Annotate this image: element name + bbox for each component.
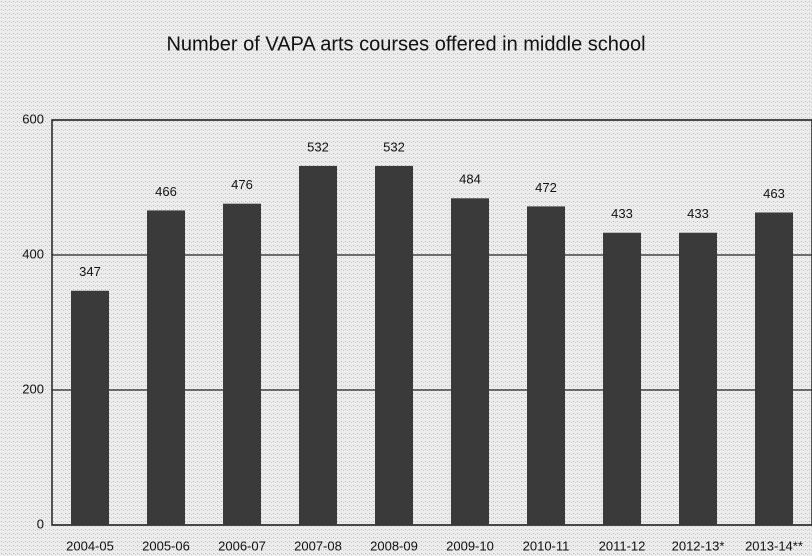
x-tick-label: 2007-08 xyxy=(294,538,342,553)
data-label: 433 xyxy=(611,206,633,221)
data-label: 484 xyxy=(459,172,481,187)
bar xyxy=(603,232,641,525)
bar xyxy=(755,212,793,525)
y-tick-label: 200 xyxy=(22,381,44,396)
data-label: 532 xyxy=(383,139,405,154)
bar xyxy=(147,210,185,525)
data-label: 476 xyxy=(231,177,253,192)
bar xyxy=(71,290,109,525)
data-label: 433 xyxy=(687,206,709,221)
bar xyxy=(527,206,565,525)
data-label: 466 xyxy=(155,184,177,199)
x-tick-label: 2010-11 xyxy=(523,538,570,553)
y-tick-label: 400 xyxy=(22,246,44,261)
x-tick-label: 2005-06 xyxy=(142,538,190,553)
x-tick-label: 2012-13* xyxy=(672,538,725,553)
x-tick-label: 2006-07 xyxy=(218,538,266,553)
data-label: 463 xyxy=(763,186,785,201)
chart-title: Number of VAPA arts courses offered in m… xyxy=(166,33,645,55)
data-label: 532 xyxy=(307,139,329,154)
bar xyxy=(375,165,413,525)
bar xyxy=(223,203,261,525)
data-label: 347 xyxy=(79,264,101,279)
x-tick-label: 2004-05 xyxy=(66,538,114,553)
x-tick-label: 2011-12 xyxy=(599,538,646,553)
x-tick-label: 2008-09 xyxy=(370,538,418,553)
bar xyxy=(679,232,717,525)
x-tick-label: 2009-10 xyxy=(446,538,494,553)
x-tick-label: 2013-14** xyxy=(745,538,803,553)
data-label: 472 xyxy=(535,180,557,195)
y-tick-label: 0 xyxy=(37,516,44,531)
bar xyxy=(451,198,489,526)
bar xyxy=(299,165,337,525)
y-tick-label: 600 xyxy=(22,111,44,126)
